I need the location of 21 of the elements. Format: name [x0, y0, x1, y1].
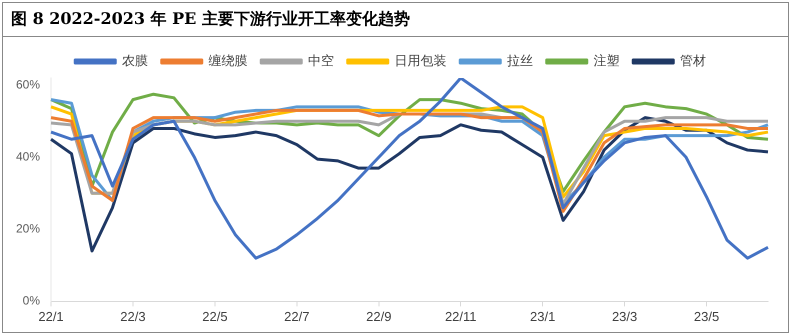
legend-label: 缠绕膜 [208, 53, 248, 68]
y-tick-label: 40% [16, 150, 40, 164]
x-tick-label: 23/1 [530, 308, 556, 324]
y-tick-label: 60% [16, 78, 40, 92]
y-tick-label: 20% [16, 222, 40, 236]
x-tick-label: 22/7 [284, 308, 310, 324]
legend-label: 拉丝 [506, 53, 533, 68]
legend-label: 日用包装 [394, 53, 446, 68]
legend-label: 管材 [680, 53, 706, 68]
chart-title: 图 8 2022-2023 年 PE 主要下游行业开工率变化趋势 [3, 3, 788, 37]
x-tick-label: 23/5 [694, 308, 720, 324]
x-tick-label: 23/3 [612, 308, 638, 324]
legend-label: 中空 [308, 53, 334, 68]
x-tick-label: 22/1 [38, 308, 64, 324]
x-tick-label: 22/11 [444, 308, 477, 324]
x-tick-label: 22/5 [202, 308, 228, 324]
x-tick-label: 22/9 [366, 308, 392, 324]
y-tick-label: 0% [22, 294, 40, 308]
legend-label: 农膜 [122, 53, 148, 68]
x-tick-label: 22/3 [120, 308, 146, 324]
legend-label: 注塑 [593, 53, 620, 68]
